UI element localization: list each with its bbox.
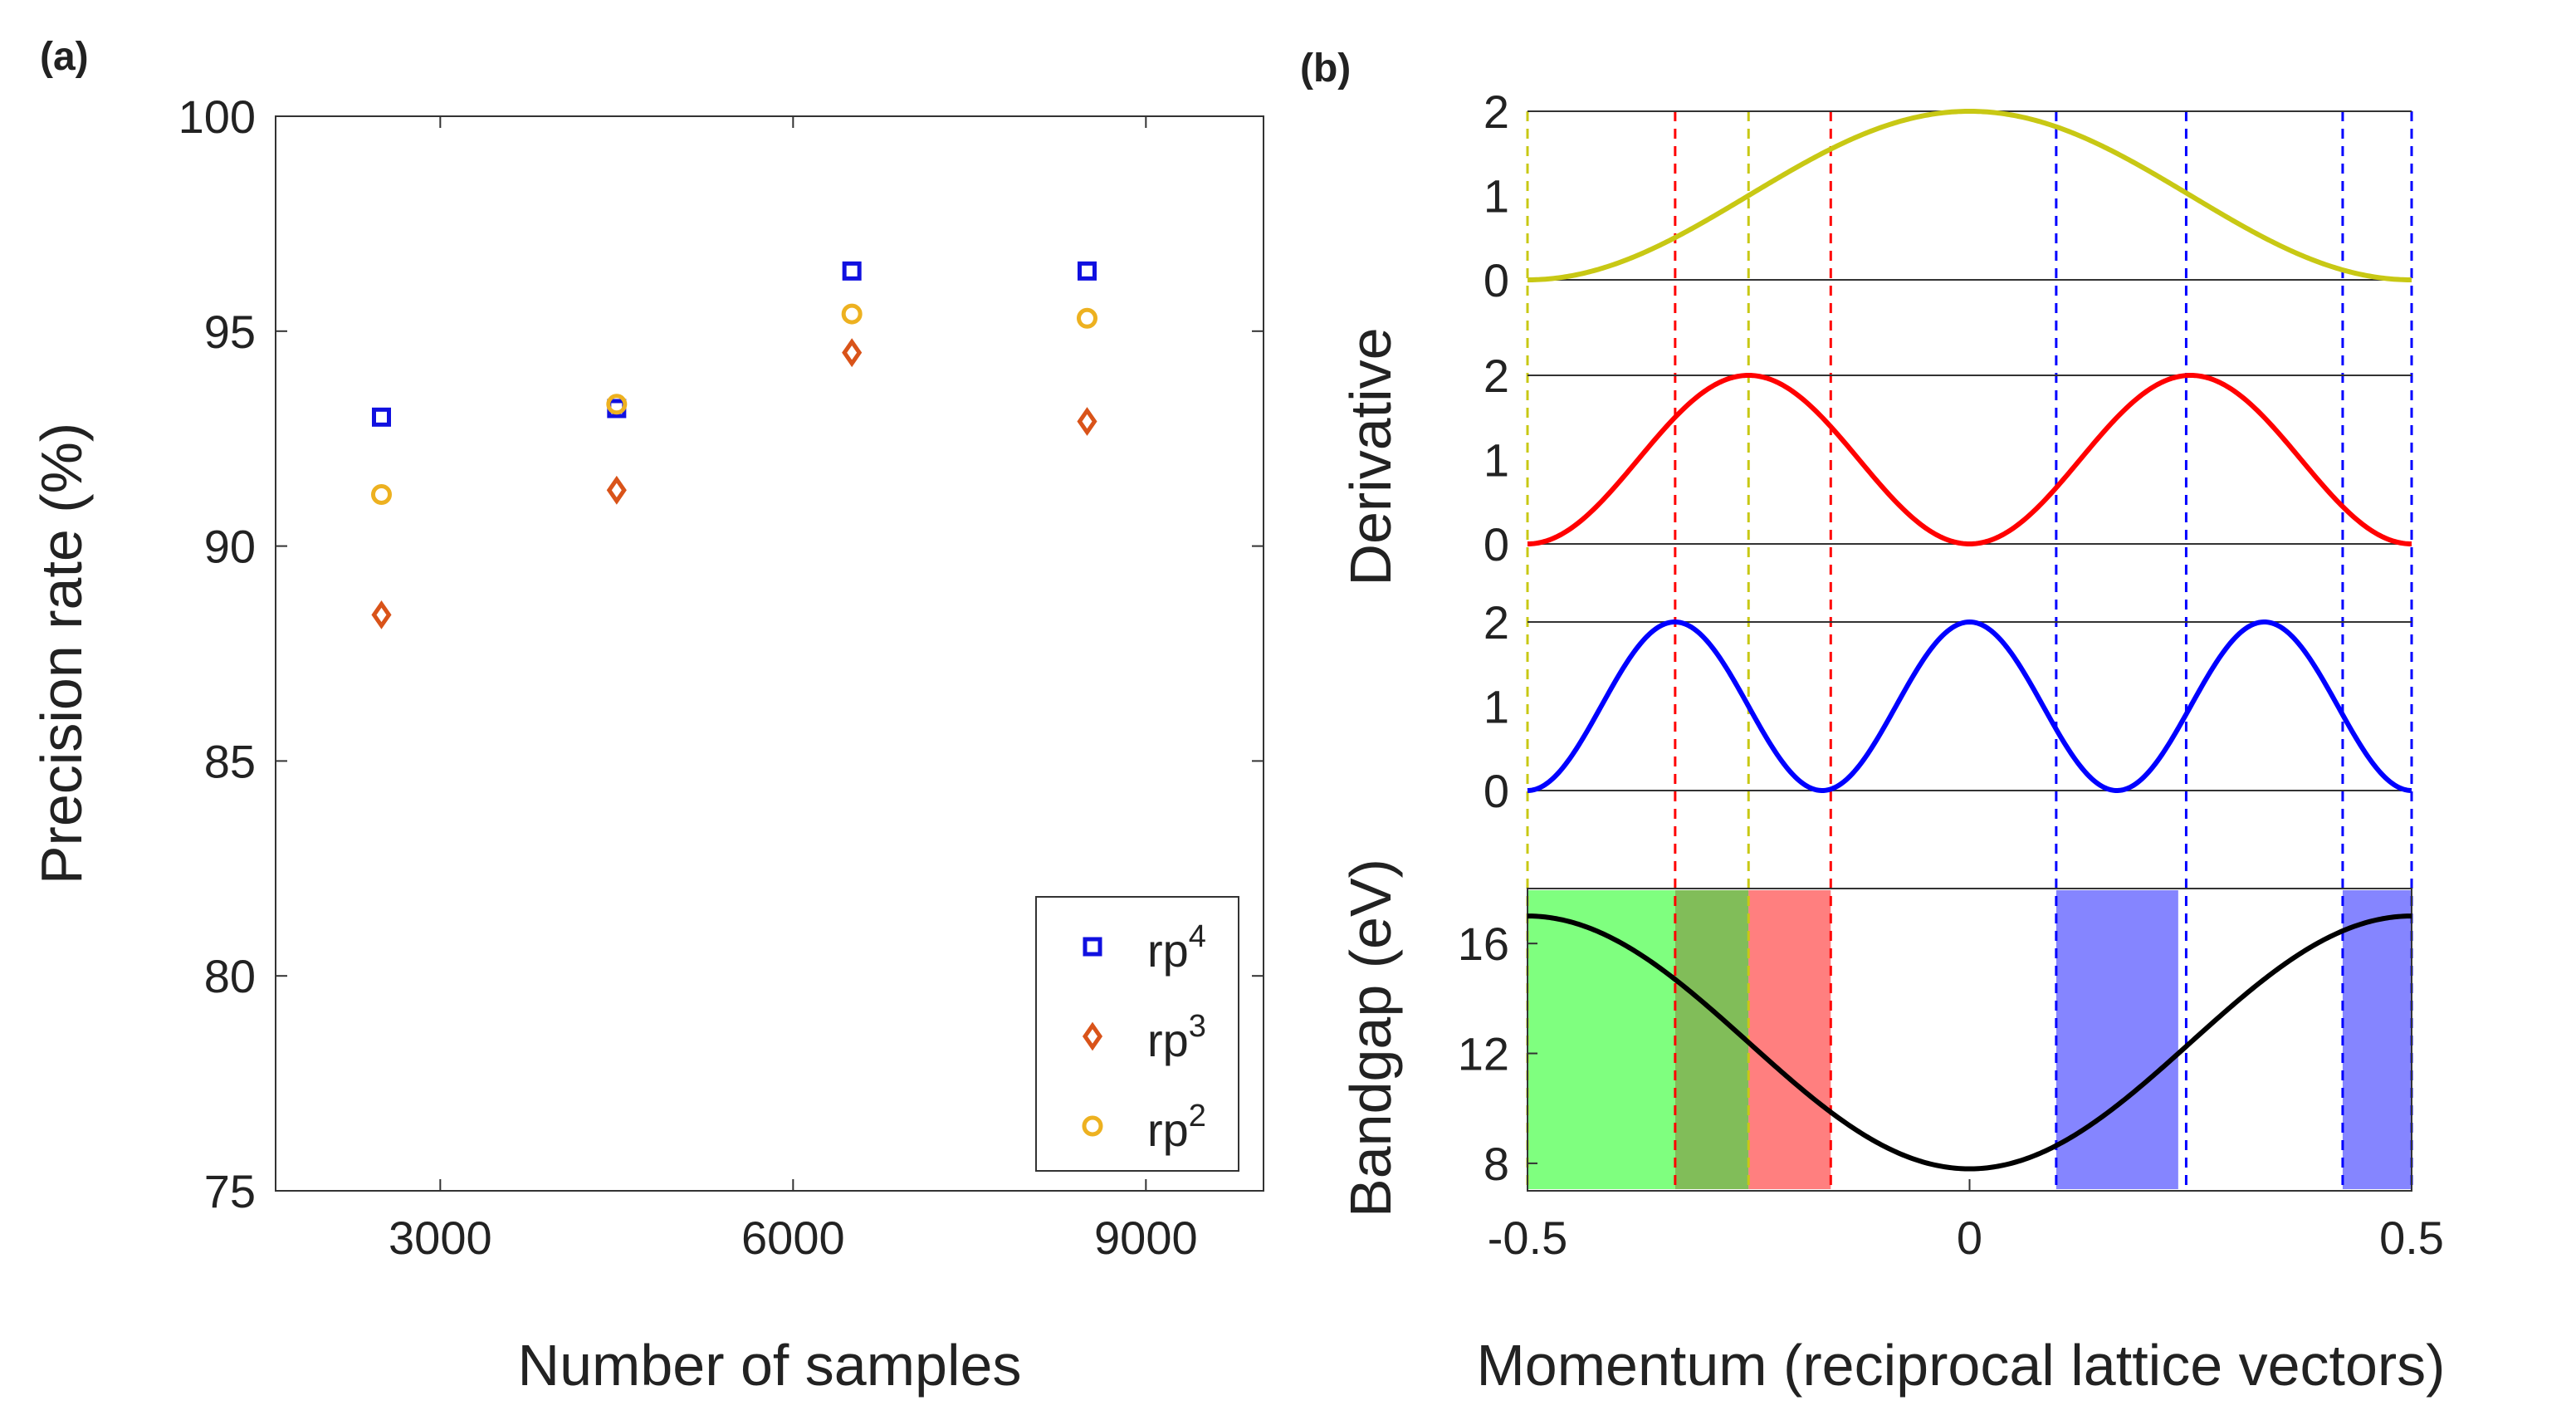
legend-box bbox=[1035, 896, 1239, 1172]
bandgap-region bbox=[1528, 890, 1675, 1189]
chart-a-ytick-label: 85 bbox=[204, 735, 256, 787]
legend-label: rp3 bbox=[1147, 1009, 1206, 1066]
chart-a-ytick-label: 100 bbox=[178, 91, 256, 143]
chart-a-ytick-label: 90 bbox=[204, 521, 256, 573]
chart-a-point bbox=[371, 483, 392, 505]
chart-a-point bbox=[842, 338, 863, 368]
legend-marker bbox=[1082, 1021, 1103, 1051]
derivative-ytick-label: 1 bbox=[1484, 434, 1509, 487]
derivative-ytick-label: 0 bbox=[1484, 765, 1509, 817]
chart-b-xlabel: Momentum (reciprocal lattice vectors) bbox=[1477, 1333, 2446, 1398]
chart-a-frame bbox=[275, 115, 1264, 1192]
derivative-ytick-label: 2 bbox=[1484, 86, 1509, 138]
bandgap-region bbox=[1674, 890, 1749, 1189]
chart-a-xlabel: Number of samples bbox=[518, 1333, 1022, 1398]
legend-label: rp2 bbox=[1147, 1099, 1206, 1156]
derivative-ytick-label: 2 bbox=[1484, 350, 1509, 402]
bandgap-ytick-label: 8 bbox=[1484, 1138, 1509, 1190]
chart-a-xtick-label: 9000 bbox=[1094, 1212, 1198, 1264]
bandgap-region bbox=[1748, 890, 1831, 1189]
chart-b-derivative-label: Derivative bbox=[1338, 327, 1403, 585]
chart-b-bandgap-label: Bandgap (eV) bbox=[1338, 859, 1403, 1217]
chart-a-xtick-label: 3000 bbox=[389, 1212, 492, 1264]
bandgap-region bbox=[2342, 890, 2412, 1189]
derivative-ytick-label: 1 bbox=[1484, 170, 1509, 223]
bandgap-ytick-label: 16 bbox=[1458, 918, 1509, 970]
chart-a-xtick-label: 6000 bbox=[741, 1212, 845, 1264]
chart-a-point bbox=[371, 600, 392, 629]
chart-b-xtick-label: -0.5 bbox=[1488, 1212, 1568, 1264]
panel-a-label: (a) bbox=[40, 35, 89, 79]
chart-a-point bbox=[842, 261, 862, 281]
chart-a-point bbox=[606, 475, 627, 505]
derivative-curve bbox=[1527, 108, 2412, 282]
chart-a-point bbox=[1078, 261, 1097, 281]
panel-b-label: (b) bbox=[1300, 47, 1351, 91]
chart-a-point bbox=[1077, 407, 1097, 436]
chart-a-ytick-label: 75 bbox=[204, 1165, 256, 1217]
chart-a-point bbox=[1077, 307, 1097, 329]
chart-a-point bbox=[372, 407, 391, 427]
chart-a: 3000 6000 9000 75 80 85 90 95 100 Number of samp… bbox=[29, 91, 1264, 1398]
chart-a-legend: rp4 rp3 rp2 bbox=[1035, 896, 1239, 1172]
chart-a-ytick-label: 95 bbox=[204, 306, 256, 358]
derivative-ytick-label: 0 bbox=[1484, 254, 1509, 306]
chart-a-ylabel: Precision rate (%) bbox=[29, 423, 94, 884]
chart-a-ytick-label: 80 bbox=[204, 950, 256, 1002]
derivative-ytick-label: 1 bbox=[1484, 681, 1509, 733]
chart-a-point bbox=[841, 303, 863, 325]
derivative-curve bbox=[1527, 619, 2412, 793]
derivative-ytick-label: 0 bbox=[1484, 518, 1509, 570]
chart-b-xtick-label: 0 bbox=[1957, 1212, 1982, 1264]
bandgap-curve bbox=[1527, 913, 2412, 1172]
derivative-ytick-label: 2 bbox=[1484, 596, 1509, 649]
bandgap-ytick-label: 12 bbox=[1458, 1028, 1509, 1080]
legend-label: rp4 bbox=[1147, 919, 1206, 977]
chart-b-xtick-label: 0.5 bbox=[2379, 1212, 2444, 1264]
legend-marker bbox=[1082, 1115, 1103, 1137]
chart-a-point bbox=[606, 394, 628, 415]
legend-marker bbox=[1083, 937, 1102, 957]
derivative-curve bbox=[1527, 372, 2412, 547]
bandgap-region bbox=[2055, 890, 2178, 1189]
